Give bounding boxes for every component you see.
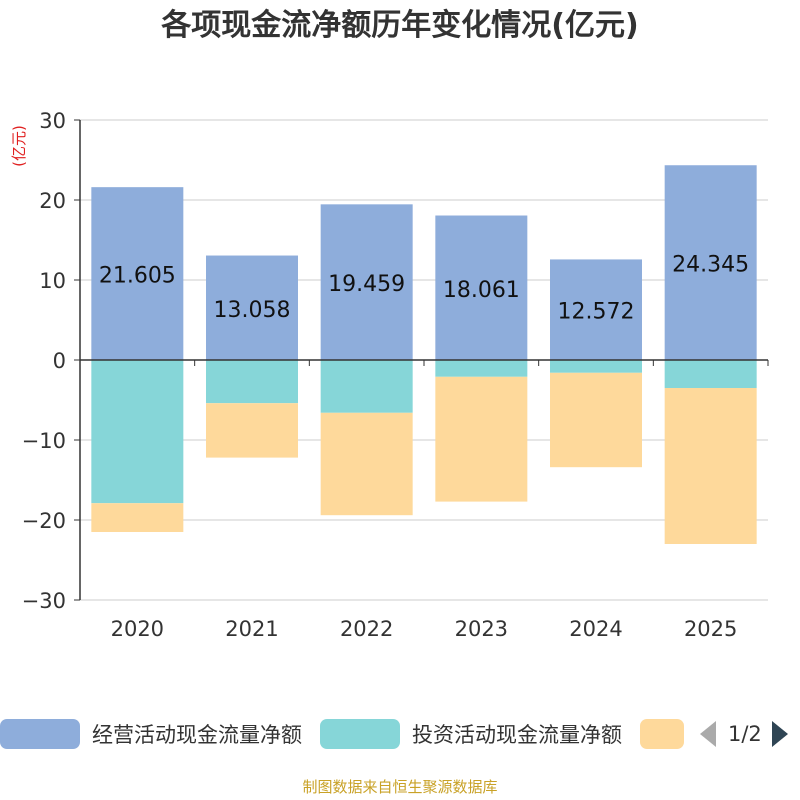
bar-1-2021 — [206, 255, 298, 360]
bar-3-2025 — [664, 388, 757, 544]
y-tick-label: 0 — [53, 349, 66, 373]
legend-item-investing[interactable]: 投资活动现金流量净额 — [320, 716, 622, 752]
x-tick-label: 2024 — [569, 617, 622, 641]
bar-2-2024 — [550, 360, 642, 373]
bar-value-label: 18.061 — [443, 278, 520, 303]
x-tick-label: 2023 — [455, 617, 508, 641]
y-tick-label: 10 — [39, 269, 66, 293]
footer-source: 制图数据来自恒生聚源数据库 — [302, 778, 498, 796]
bar-3-2021 — [206, 403, 298, 458]
chart-title: 各项现金流净额历年变化情况(亿元) — [161, 8, 639, 43]
y-tick-label: −20 — [22, 509, 66, 533]
bar-2-2022 — [320, 360, 413, 413]
bar-1-2024 — [550, 259, 642, 360]
y-axis-unit-label: (亿元) — [10, 125, 28, 167]
y-tick-label: −30 — [22, 589, 66, 613]
bar-1-2022 — [320, 204, 413, 360]
legend-pager: 1/2 — [700, 716, 788, 752]
x-tick-label: 2025 — [684, 617, 737, 641]
legend-page-indicator: 1/2 — [728, 722, 762, 746]
bar-1-2023 — [435, 215, 528, 360]
legend-label-operating: 经营活动现金流量净额 — [92, 723, 302, 747]
legend-item-financing[interactable] — [640, 716, 684, 752]
bar-2-2025 — [664, 360, 757, 388]
legend-swatch-financing — [640, 719, 684, 749]
y-tick-label: 30 — [39, 109, 66, 133]
legend-prev-icon[interactable] — [700, 721, 716, 747]
legend-label-investing: 投资活动现金流量净额 — [412, 723, 622, 747]
bar-1-2025 — [664, 165, 757, 360]
x-tick-label: 2022 — [340, 617, 393, 641]
bar-value-label: 13.058 — [214, 298, 291, 323]
legend-next-icon[interactable] — [771, 721, 788, 747]
bar-2-2023 — [435, 360, 528, 377]
x-tick-label: 2020 — [111, 617, 164, 641]
bar-3-2022 — [320, 412, 413, 516]
bar-3-2023 — [435, 376, 528, 502]
legend-item-operating[interactable]: 经营活动现金流量净额 — [0, 716, 302, 752]
bar-value-label: 21.605 — [99, 264, 176, 289]
bar-3-2020 — [91, 503, 184, 532]
bar-1-2020 — [91, 187, 184, 360]
chart-area: 30 20 10 0 −10 −20 −30 (亿元) 21.605 2020 13.058 2021… — [10, 109, 769, 641]
legend-swatch-operating — [0, 719, 80, 749]
x-tick-label: 2021 — [225, 617, 278, 641]
bar-value-label: 12.572 — [558, 300, 635, 325]
bar-value-label: 19.459 — [328, 272, 405, 297]
bar-2-2021 — [206, 360, 298, 404]
legend: 经营活动现金流量净额 投资活动现金流量净额 1/2 — [0, 716, 800, 752]
bar-3-2024 — [550, 372, 642, 468]
y-tick-label: 20 — [39, 189, 66, 213]
y-tick-label: −10 — [22, 429, 66, 453]
bar-2-2020 — [91, 360, 184, 504]
legend-swatch-investing — [320, 719, 400, 749]
bar-value-label: 24.345 — [672, 253, 749, 278]
